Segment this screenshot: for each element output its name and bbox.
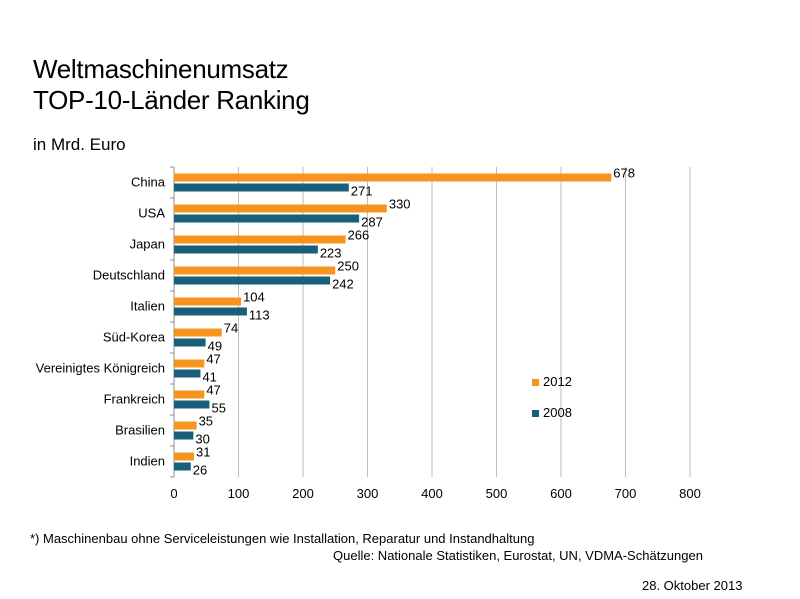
bar-2012 bbox=[174, 235, 346, 244]
data-label-2012: 35 bbox=[199, 414, 213, 429]
x-tick-label-400: 400 bbox=[421, 486, 443, 501]
data-label-2012: 74 bbox=[224, 321, 238, 336]
data-label-2012: 330 bbox=[389, 197, 411, 212]
bar-2008 bbox=[174, 400, 210, 409]
bar-2008 bbox=[174, 431, 194, 440]
bar-2012 bbox=[174, 297, 242, 306]
source-note: Quelle: Nationale Statistiken, Eurostat,… bbox=[333, 548, 703, 563]
bar-2008 bbox=[174, 245, 318, 254]
x-tick-label-100: 100 bbox=[228, 486, 250, 501]
category-label: Italien bbox=[130, 299, 165, 314]
bar-2012 bbox=[174, 390, 205, 399]
data-label-2008: 271 bbox=[351, 184, 373, 199]
title-line-1: Weltmaschinenumsatz bbox=[33, 54, 289, 84]
bar-2012 bbox=[174, 452, 194, 461]
title-line-2: TOP-10-Länder Ranking bbox=[33, 85, 310, 115]
bar-2012 bbox=[174, 204, 387, 213]
bar-2008 bbox=[174, 276, 331, 285]
footnote: *) Maschinenbau ohne Serviceleistungen w… bbox=[30, 531, 535, 546]
category-label: Brasilien bbox=[115, 423, 165, 438]
data-label-2008: 30 bbox=[195, 432, 209, 447]
category-label: Frankreich bbox=[104, 392, 165, 407]
bar-2008 bbox=[174, 183, 349, 192]
legend-swatch-2012 bbox=[532, 379, 539, 386]
bar-2008 bbox=[174, 462, 191, 471]
bar-2012 bbox=[174, 266, 336, 275]
chart-title: Weltmaschinenumsatz TOP-10-Länder Rankin… bbox=[33, 54, 310, 116]
category-label: Japan bbox=[130, 237, 165, 252]
data-label-2012: 678 bbox=[613, 166, 635, 181]
category-label: Süd-Korea bbox=[103, 330, 166, 345]
date-label: 28. Oktober 2013 bbox=[642, 578, 743, 593]
bar-2008 bbox=[174, 369, 201, 378]
data-label-2008: 287 bbox=[361, 215, 383, 230]
data-label-2008: 26 bbox=[193, 463, 207, 478]
bar-2008 bbox=[174, 338, 206, 347]
x-tick-label-800: 800 bbox=[679, 486, 701, 501]
data-label-2008: 113 bbox=[249, 308, 270, 323]
category-label: China bbox=[131, 175, 166, 190]
data-label-2012: 47 bbox=[206, 352, 220, 367]
legend-label-2008: 2008 bbox=[543, 405, 572, 420]
data-label-2012: 47 bbox=[206, 383, 220, 398]
x-tick-label-300: 300 bbox=[357, 486, 379, 501]
bar-2012 bbox=[174, 359, 205, 368]
bar-2008 bbox=[174, 214, 360, 223]
bar-2012 bbox=[174, 328, 222, 337]
data-label-2012: 266 bbox=[348, 228, 370, 243]
legend-label-2012: 2012 bbox=[543, 374, 572, 389]
category-label: Vereinigtes Königreich bbox=[36, 361, 165, 376]
data-label-2008: 55 bbox=[211, 401, 225, 416]
unit-label: in Mrd. Euro bbox=[33, 135, 126, 154]
x-tick-label-500: 500 bbox=[486, 486, 508, 501]
legend-swatch-2008 bbox=[532, 410, 539, 417]
data-label-2012: 250 bbox=[337, 259, 359, 274]
category-label: Deutschland bbox=[93, 268, 165, 283]
data-label-2008: 41 bbox=[202, 370, 216, 385]
bar-2012 bbox=[174, 173, 612, 182]
data-label-2008: 223 bbox=[320, 246, 342, 261]
bar-2008 bbox=[174, 307, 247, 316]
data-label-2012: 31 bbox=[196, 445, 210, 460]
category-label: Indien bbox=[130, 454, 165, 469]
data-label-2008: 242 bbox=[332, 277, 354, 292]
data-label-2008: 49 bbox=[208, 339, 222, 354]
bar-2012 bbox=[174, 421, 197, 430]
x-tick-label-0: 0 bbox=[170, 486, 177, 501]
x-tick-label-600: 600 bbox=[550, 486, 572, 501]
category-label: USA bbox=[138, 206, 165, 221]
x-tick-label-200: 200 bbox=[292, 486, 314, 501]
data-label-2012: 104 bbox=[243, 290, 265, 305]
x-tick-label-700: 700 bbox=[615, 486, 637, 501]
